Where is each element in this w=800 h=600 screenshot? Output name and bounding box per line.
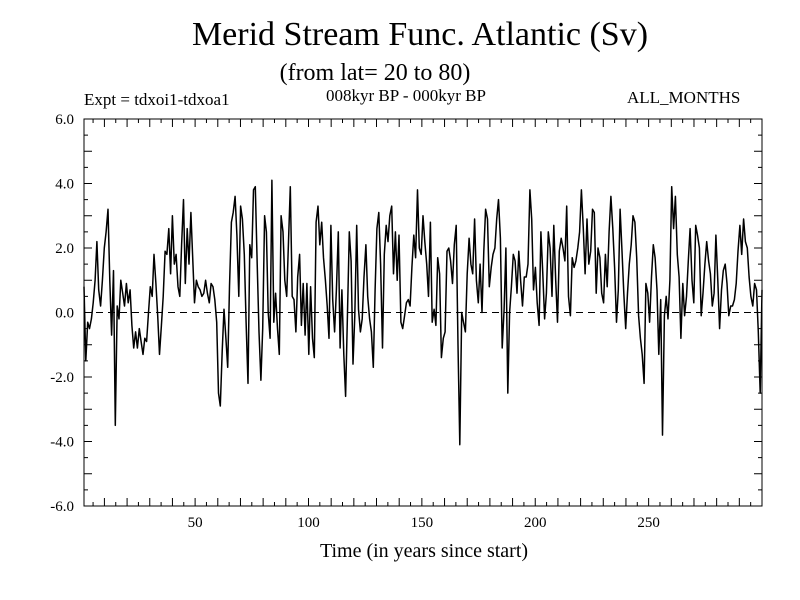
chart-subtitle: (from lat= 20 to 80) [279,60,471,86]
y-tick-label: 4.0 [55,177,74,193]
x-tick-label: 200 [524,515,547,531]
period-label: 008kyr BP - 000kyr BP [326,86,486,105]
x-tick-label: 100 [297,515,320,531]
chart-title: Merid Stream Func. Atlantic (Sv) [191,16,649,53]
y-tick-label: 6.0 [55,112,74,128]
y-tick-label: -6.0 [50,499,74,515]
experiment-label: Expt = tdxoi1-tdxoa1 [84,90,230,109]
y-tick-label: 0.0 [55,306,74,322]
y-tick-label: 2.0 [55,241,74,257]
tick-marks [84,118,763,507]
months-label: ALL_MONTHS [627,88,741,107]
series-line [83,179,763,446]
plot-frame [83,118,763,507]
x-tick-label: 50 [188,515,203,531]
x-axis-title: Time (in years since start) [320,540,528,562]
tick-labels: 50 100 150 200 250 -6.0 -4.0 -2.0 0.0 2.0 4.0 6.0 [50,112,660,531]
y-tick-label: -4.0 [50,435,74,451]
x-tick-label: 150 [411,515,434,531]
y-tick-label: -2.0 [50,370,74,386]
x-tick-label: 250 [637,515,660,531]
